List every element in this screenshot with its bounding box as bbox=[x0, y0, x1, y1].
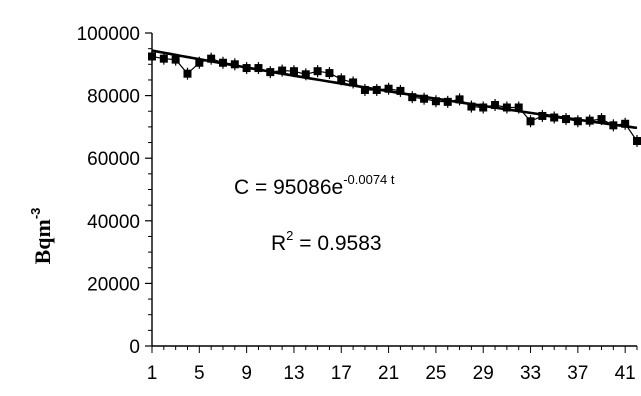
data-point bbox=[514, 103, 523, 112]
tick-labels: 0 20000 40000 60000 80000 100000 1 5 9 13 17 21 25 29… bbox=[77, 24, 636, 384]
data-point bbox=[562, 115, 571, 124]
data-point bbox=[159, 54, 168, 63]
data-point bbox=[431, 97, 440, 106]
data-point bbox=[420, 94, 429, 103]
data-point bbox=[195, 58, 204, 67]
data-point bbox=[633, 136, 641, 145]
x-tick-label: 13 bbox=[283, 363, 304, 384]
data-point bbox=[443, 97, 452, 106]
data-point bbox=[396, 86, 405, 95]
x-tick-label: 41 bbox=[615, 363, 636, 384]
data-point bbox=[242, 64, 251, 73]
y-tick-label: 40000 bbox=[87, 212, 140, 233]
data-point bbox=[289, 67, 298, 76]
data-point bbox=[408, 93, 417, 102]
data-point bbox=[313, 67, 322, 76]
data-point bbox=[372, 85, 381, 94]
data-point bbox=[609, 121, 618, 130]
x-tick-label: 17 bbox=[331, 363, 352, 384]
y-tick-label: 20000 bbox=[87, 274, 140, 295]
data-point bbox=[301, 70, 310, 79]
data-point bbox=[171, 55, 180, 64]
data-point bbox=[360, 85, 369, 94]
data-point bbox=[573, 117, 582, 126]
r-squared-annotation: R2 = 0.9583 bbox=[271, 228, 382, 255]
y-axis-label: Bqm-3 bbox=[28, 208, 55, 265]
x-tick-label: 37 bbox=[567, 363, 588, 384]
data-point bbox=[479, 103, 488, 112]
data-point bbox=[230, 60, 239, 69]
data-point bbox=[538, 111, 547, 120]
data-point bbox=[585, 116, 594, 125]
data-point bbox=[550, 113, 559, 122]
x-tick-label: 21 bbox=[378, 363, 399, 384]
data-point bbox=[325, 69, 334, 78]
data-point bbox=[491, 100, 500, 109]
x-tick-label: 29 bbox=[473, 363, 494, 384]
y-tick-label: 60000 bbox=[87, 149, 140, 170]
x-tick-label: 33 bbox=[520, 363, 541, 384]
y-tick-label: 100000 bbox=[77, 24, 140, 45]
equation-annotation: C = 95086e-0.0074 t bbox=[234, 172, 395, 199]
data-point bbox=[526, 117, 535, 126]
data-point bbox=[467, 102, 476, 111]
data-point bbox=[455, 95, 464, 104]
data-point bbox=[218, 58, 227, 67]
x-tick-label: 5 bbox=[194, 363, 205, 384]
data-point bbox=[502, 103, 511, 112]
x-tick-label: 9 bbox=[241, 363, 252, 384]
data-point bbox=[337, 75, 346, 84]
y-tick-label: 80000 bbox=[87, 87, 140, 108]
data-point bbox=[621, 119, 630, 128]
data-point bbox=[207, 54, 216, 63]
series-line bbox=[151, 55, 638, 142]
data-point bbox=[597, 115, 606, 124]
data-point bbox=[349, 78, 358, 87]
axes bbox=[145, 32, 638, 353]
data-point bbox=[148, 52, 156, 61]
data-point bbox=[266, 68, 275, 77]
x-tick-label: 25 bbox=[425, 363, 446, 384]
y-tick-label: 0 bbox=[129, 337, 140, 358]
data-point bbox=[278, 66, 287, 75]
data-point bbox=[384, 84, 393, 93]
data-point bbox=[183, 69, 192, 78]
x-tick-label: 1 bbox=[147, 363, 158, 384]
data-point bbox=[254, 64, 263, 73]
series-group bbox=[148, 50, 641, 147]
